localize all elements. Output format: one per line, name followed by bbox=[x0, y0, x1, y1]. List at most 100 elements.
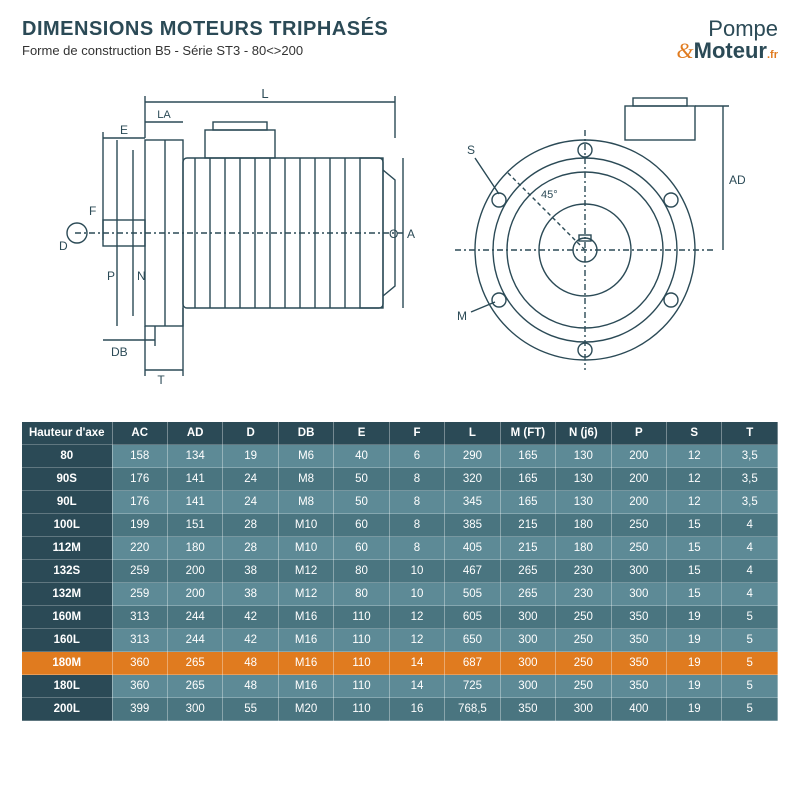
table-cell: 160M bbox=[22, 606, 112, 629]
table-cell: 132S bbox=[22, 560, 112, 583]
table-cell: 259 bbox=[112, 560, 167, 583]
table-cell: 360 bbox=[112, 675, 167, 698]
table-cell: 300 bbox=[556, 698, 611, 721]
table-cell: 3,5 bbox=[722, 445, 778, 468]
motor-side-view: L LA E bbox=[55, 80, 415, 400]
table-cell: 405 bbox=[445, 537, 500, 560]
svg-text:D: D bbox=[59, 239, 68, 253]
table-cell: 12 bbox=[667, 491, 722, 514]
table-cell: 180M bbox=[22, 652, 112, 675]
table-cell: 215 bbox=[500, 514, 555, 537]
table-cell: 250 bbox=[556, 652, 611, 675]
table-cell: 3,5 bbox=[722, 491, 778, 514]
table-header: Hauteur d'axeACADDDBEFLM (FT)N (j6)PST bbox=[22, 422, 778, 445]
table-cell: 265 bbox=[167, 675, 222, 698]
table-cell: 5 bbox=[722, 629, 778, 652]
table-cell: 38 bbox=[223, 583, 278, 606]
table-cell: 80 bbox=[334, 583, 389, 606]
table-cell: 10 bbox=[389, 560, 444, 583]
table-cell: 6 bbox=[389, 445, 444, 468]
table-cell: 160L bbox=[22, 629, 112, 652]
table-cell: 4 bbox=[722, 514, 778, 537]
header: DIMENSIONS MOTEURS TRIPHASÉS Forme de co… bbox=[22, 18, 778, 62]
table-cell: 200 bbox=[167, 583, 222, 606]
table-cell: 4 bbox=[722, 583, 778, 606]
table-row: 180L36026548M1611014725300250350195 bbox=[22, 675, 778, 698]
table-cell: 250 bbox=[556, 606, 611, 629]
table-cell: M8 bbox=[278, 468, 333, 491]
table-cell: 180 bbox=[556, 537, 611, 560]
table-cell: 345 bbox=[445, 491, 500, 514]
table-cell: 19 bbox=[223, 445, 278, 468]
title-block: DIMENSIONS MOTEURS TRIPHASÉS Forme de co… bbox=[22, 18, 677, 58]
table-cell: 250 bbox=[556, 675, 611, 698]
table-cell: 19 bbox=[667, 675, 722, 698]
table-cell: 725 bbox=[445, 675, 500, 698]
table-cell: 24 bbox=[223, 468, 278, 491]
table-cell: 8 bbox=[389, 468, 444, 491]
col-header: Hauteur d'axe bbox=[22, 422, 112, 445]
table-cell: 50 bbox=[334, 468, 389, 491]
table-row: 8015813419M6406290165130200123,5 bbox=[22, 445, 778, 468]
table-cell: 14 bbox=[389, 652, 444, 675]
table-row: 112M22018028M10608405215180250154 bbox=[22, 537, 778, 560]
svg-text:F: F bbox=[89, 204, 96, 218]
table-cell: 4 bbox=[722, 537, 778, 560]
table-cell: 165 bbox=[500, 445, 555, 468]
col-header: E bbox=[334, 422, 389, 445]
table-cell: M16 bbox=[278, 675, 333, 698]
table-cell: 130 bbox=[556, 468, 611, 491]
dimensions-table: Hauteur d'axeACADDDBEFLM (FT)N (j6)PST 8… bbox=[22, 422, 778, 721]
table-cell: 400 bbox=[611, 698, 666, 721]
table-cell: 165 bbox=[500, 468, 555, 491]
logo-suffix: .fr bbox=[767, 49, 778, 61]
svg-text:LA: LA bbox=[157, 109, 171, 121]
table-cell: 199 bbox=[112, 514, 167, 537]
table-cell: 19 bbox=[667, 698, 722, 721]
table-row: 100L19915128M10608385215180250154 bbox=[22, 514, 778, 537]
svg-text:AC: AC bbox=[407, 227, 415, 241]
table-cell: M16 bbox=[278, 652, 333, 675]
col-header: AD bbox=[167, 422, 222, 445]
table-row: 90L17614124M8508345165130200123,5 bbox=[22, 491, 778, 514]
table-cell: 40 bbox=[334, 445, 389, 468]
col-header: AC bbox=[112, 422, 167, 445]
table-cell: 320 bbox=[445, 468, 500, 491]
table-cell: M16 bbox=[278, 606, 333, 629]
svg-text:E: E bbox=[120, 123, 128, 137]
col-header: P bbox=[611, 422, 666, 445]
table-cell: 12 bbox=[667, 445, 722, 468]
table-cell: 90S bbox=[22, 468, 112, 491]
table-cell: 300 bbox=[167, 698, 222, 721]
col-header: DB bbox=[278, 422, 333, 445]
table-cell: 300 bbox=[611, 583, 666, 606]
table-cell: 215 bbox=[500, 537, 555, 560]
table-cell: 48 bbox=[223, 675, 278, 698]
table-cell: 244 bbox=[167, 606, 222, 629]
col-header: N (j6) bbox=[556, 422, 611, 445]
table-cell: 467 bbox=[445, 560, 500, 583]
table-cell: 19 bbox=[667, 652, 722, 675]
table-cell: 110 bbox=[334, 652, 389, 675]
table-cell: 80 bbox=[22, 445, 112, 468]
table-cell: 141 bbox=[167, 468, 222, 491]
table-cell: 15 bbox=[667, 560, 722, 583]
logo-line2: Moteur bbox=[694, 38, 767, 63]
technical-diagram: L LA E bbox=[22, 70, 778, 410]
table-cell: 180L bbox=[22, 675, 112, 698]
table-cell: 300 bbox=[500, 652, 555, 675]
table-cell: 605 bbox=[445, 606, 500, 629]
table-body: 8015813419M6406290165130200123,590S17614… bbox=[22, 445, 778, 721]
table-cell: 250 bbox=[611, 514, 666, 537]
svg-text:P: P bbox=[107, 269, 115, 283]
table-cell: 12 bbox=[389, 606, 444, 629]
table-cell: 110 bbox=[334, 629, 389, 652]
svg-text:M: M bbox=[457, 309, 467, 323]
table-row: 180M36026548M1611014687300250350195 bbox=[22, 652, 778, 675]
table-cell: 4 bbox=[722, 560, 778, 583]
table-cell: M10 bbox=[278, 514, 333, 537]
table-cell: 158 bbox=[112, 445, 167, 468]
table-cell: M6 bbox=[278, 445, 333, 468]
table-cell: 300 bbox=[500, 606, 555, 629]
table-cell: 220 bbox=[112, 537, 167, 560]
